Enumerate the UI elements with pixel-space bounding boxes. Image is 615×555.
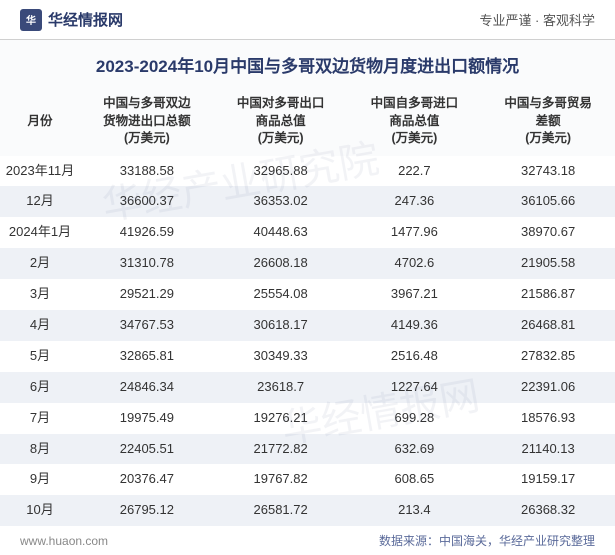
title-section: 2023-2024年10月中国与多哥双边货物月度进出口额情况 [0, 40, 615, 87]
table-cell: 40448.63 [214, 217, 348, 248]
table-row: 6月24846.3423618.71227.6422391.06 [0, 372, 615, 403]
table-cell: 38970.67 [481, 217, 615, 248]
table-row: 10月26795.1226581.72213.426368.32 [0, 495, 615, 526]
table-cell: 23618.7 [214, 372, 348, 403]
tagline: 专业严谨 · 客观科学 [479, 10, 595, 29]
table-cell: 3月 [0, 279, 80, 310]
table-cell: 608.65 [348, 464, 482, 495]
table-cell: 36353.02 [214, 186, 348, 217]
table-cell: 20376.47 [80, 464, 214, 495]
page-header: 华 华经情报网 专业严谨 · 客观科学 [0, 0, 615, 40]
table-row: 2024年1月41926.5940448.631477.9638970.67 [0, 217, 615, 248]
table-cell: 19975.49 [80, 403, 214, 434]
table-cell: 41926.59 [80, 217, 214, 248]
table-cell: 7月 [0, 403, 80, 434]
table-cell: 4月 [0, 310, 80, 341]
table-row: 4月34767.5330618.174149.3626468.81 [0, 310, 615, 341]
table-cell: 21905.58 [481, 248, 615, 279]
table-cell: 3967.21 [348, 279, 482, 310]
col-export: 中国对多哥出口商品总值(万美元) [214, 87, 348, 156]
table-cell: 26581.72 [214, 495, 348, 526]
table-header-row: 月份 中国与多哥双边货物进出口总额(万美元) 中国对多哥出口商品总值(万美元) … [0, 87, 615, 156]
table-cell: 222.7 [348, 156, 482, 187]
table-row: 7月19975.4919276.21699.2818576.93 [0, 403, 615, 434]
table-cell: 247.36 [348, 186, 482, 217]
table-cell: 36600.37 [80, 186, 214, 217]
table-cell: 19767.82 [214, 464, 348, 495]
table-cell: 213.4 [348, 495, 482, 526]
table-cell: 26795.12 [80, 495, 214, 526]
table-cell: 18576.93 [481, 403, 615, 434]
table-cell: 24846.34 [80, 372, 214, 403]
table-cell: 10月 [0, 495, 80, 526]
table-cell: 30618.17 [214, 310, 348, 341]
page-title: 2023-2024年10月中国与多哥双边货物月度进出口额情况 [10, 52, 605, 77]
brand-name: 华经情报网 [48, 9, 123, 30]
table-cell: 31310.78 [80, 248, 214, 279]
table-cell: 32965.88 [214, 156, 348, 187]
table-cell: 2023年11月 [0, 156, 80, 187]
col-balance: 中国与多哥贸易差额(万美元) [481, 87, 615, 156]
col-import: 中国自多哥进口商品总值(万美元) [348, 87, 482, 156]
col-total: 中国与多哥双边货物进出口总额(万美元) [80, 87, 214, 156]
table-cell: 8月 [0, 434, 80, 465]
table-row: 2月31310.7826608.184702.621905.58 [0, 248, 615, 279]
brand-block: 华 华经情报网 [20, 9, 123, 31]
table-cell: 21586.87 [481, 279, 615, 310]
table-cell: 27832.85 [481, 341, 615, 372]
table-row: 5月32865.8130349.332516.4827832.85 [0, 341, 615, 372]
table-cell: 26608.18 [214, 248, 348, 279]
table-cell: 30349.33 [214, 341, 348, 372]
table-cell: 1227.64 [348, 372, 482, 403]
footer-site: www.huaon.com [20, 534, 108, 548]
table-cell: 699.28 [348, 403, 482, 434]
table-cell: 26468.81 [481, 310, 615, 341]
table-cell: 33188.58 [80, 156, 214, 187]
table-cell: 21772.82 [214, 434, 348, 465]
table-cell: 26368.32 [481, 495, 615, 526]
table-cell: 2024年1月 [0, 217, 80, 248]
data-table: 月份 中国与多哥双边货物进出口总额(万美元) 中国对多哥出口商品总值(万美元) … [0, 87, 615, 526]
table-row: 12月36600.3736353.02247.3636105.66 [0, 186, 615, 217]
footer-source: 数据来源：中国海关，华经产业研究整理 [379, 532, 595, 549]
table-cell: 21140.13 [481, 434, 615, 465]
table-cell: 6月 [0, 372, 80, 403]
page-footer: www.huaon.com 数据来源：中国海关，华经产业研究整理 [0, 526, 615, 555]
table-cell: 29521.29 [80, 279, 214, 310]
table-cell: 9月 [0, 464, 80, 495]
table-cell: 25554.08 [214, 279, 348, 310]
table-cell: 2516.48 [348, 341, 482, 372]
table-row: 3月29521.2925554.083967.2121586.87 [0, 279, 615, 310]
table-cell: 1477.96 [348, 217, 482, 248]
table-cell: 19159.17 [481, 464, 615, 495]
table-cell: 2月 [0, 248, 80, 279]
table-row: 8月22405.5121772.82632.6921140.13 [0, 434, 615, 465]
table-cell: 4702.6 [348, 248, 482, 279]
table-cell: 32865.81 [80, 341, 214, 372]
col-month: 月份 [0, 87, 80, 156]
table-container: 月份 中国与多哥双边货物进出口总额(万美元) 中国对多哥出口商品总值(万美元) … [0, 87, 615, 526]
table-cell: 632.69 [348, 434, 482, 465]
logo-icon: 华 [20, 9, 42, 31]
table-row: 9月20376.4719767.82608.6519159.17 [0, 464, 615, 495]
table-cell: 19276.21 [214, 403, 348, 434]
table-cell: 22391.06 [481, 372, 615, 403]
table-cell: 5月 [0, 341, 80, 372]
table-cell: 34767.53 [80, 310, 214, 341]
table-cell: 32743.18 [481, 156, 615, 187]
table-cell: 12月 [0, 186, 80, 217]
table-cell: 22405.51 [80, 434, 214, 465]
table-row: 2023年11月33188.5832965.88222.732743.18 [0, 156, 615, 187]
table-cell: 36105.66 [481, 186, 615, 217]
table-cell: 4149.36 [348, 310, 482, 341]
